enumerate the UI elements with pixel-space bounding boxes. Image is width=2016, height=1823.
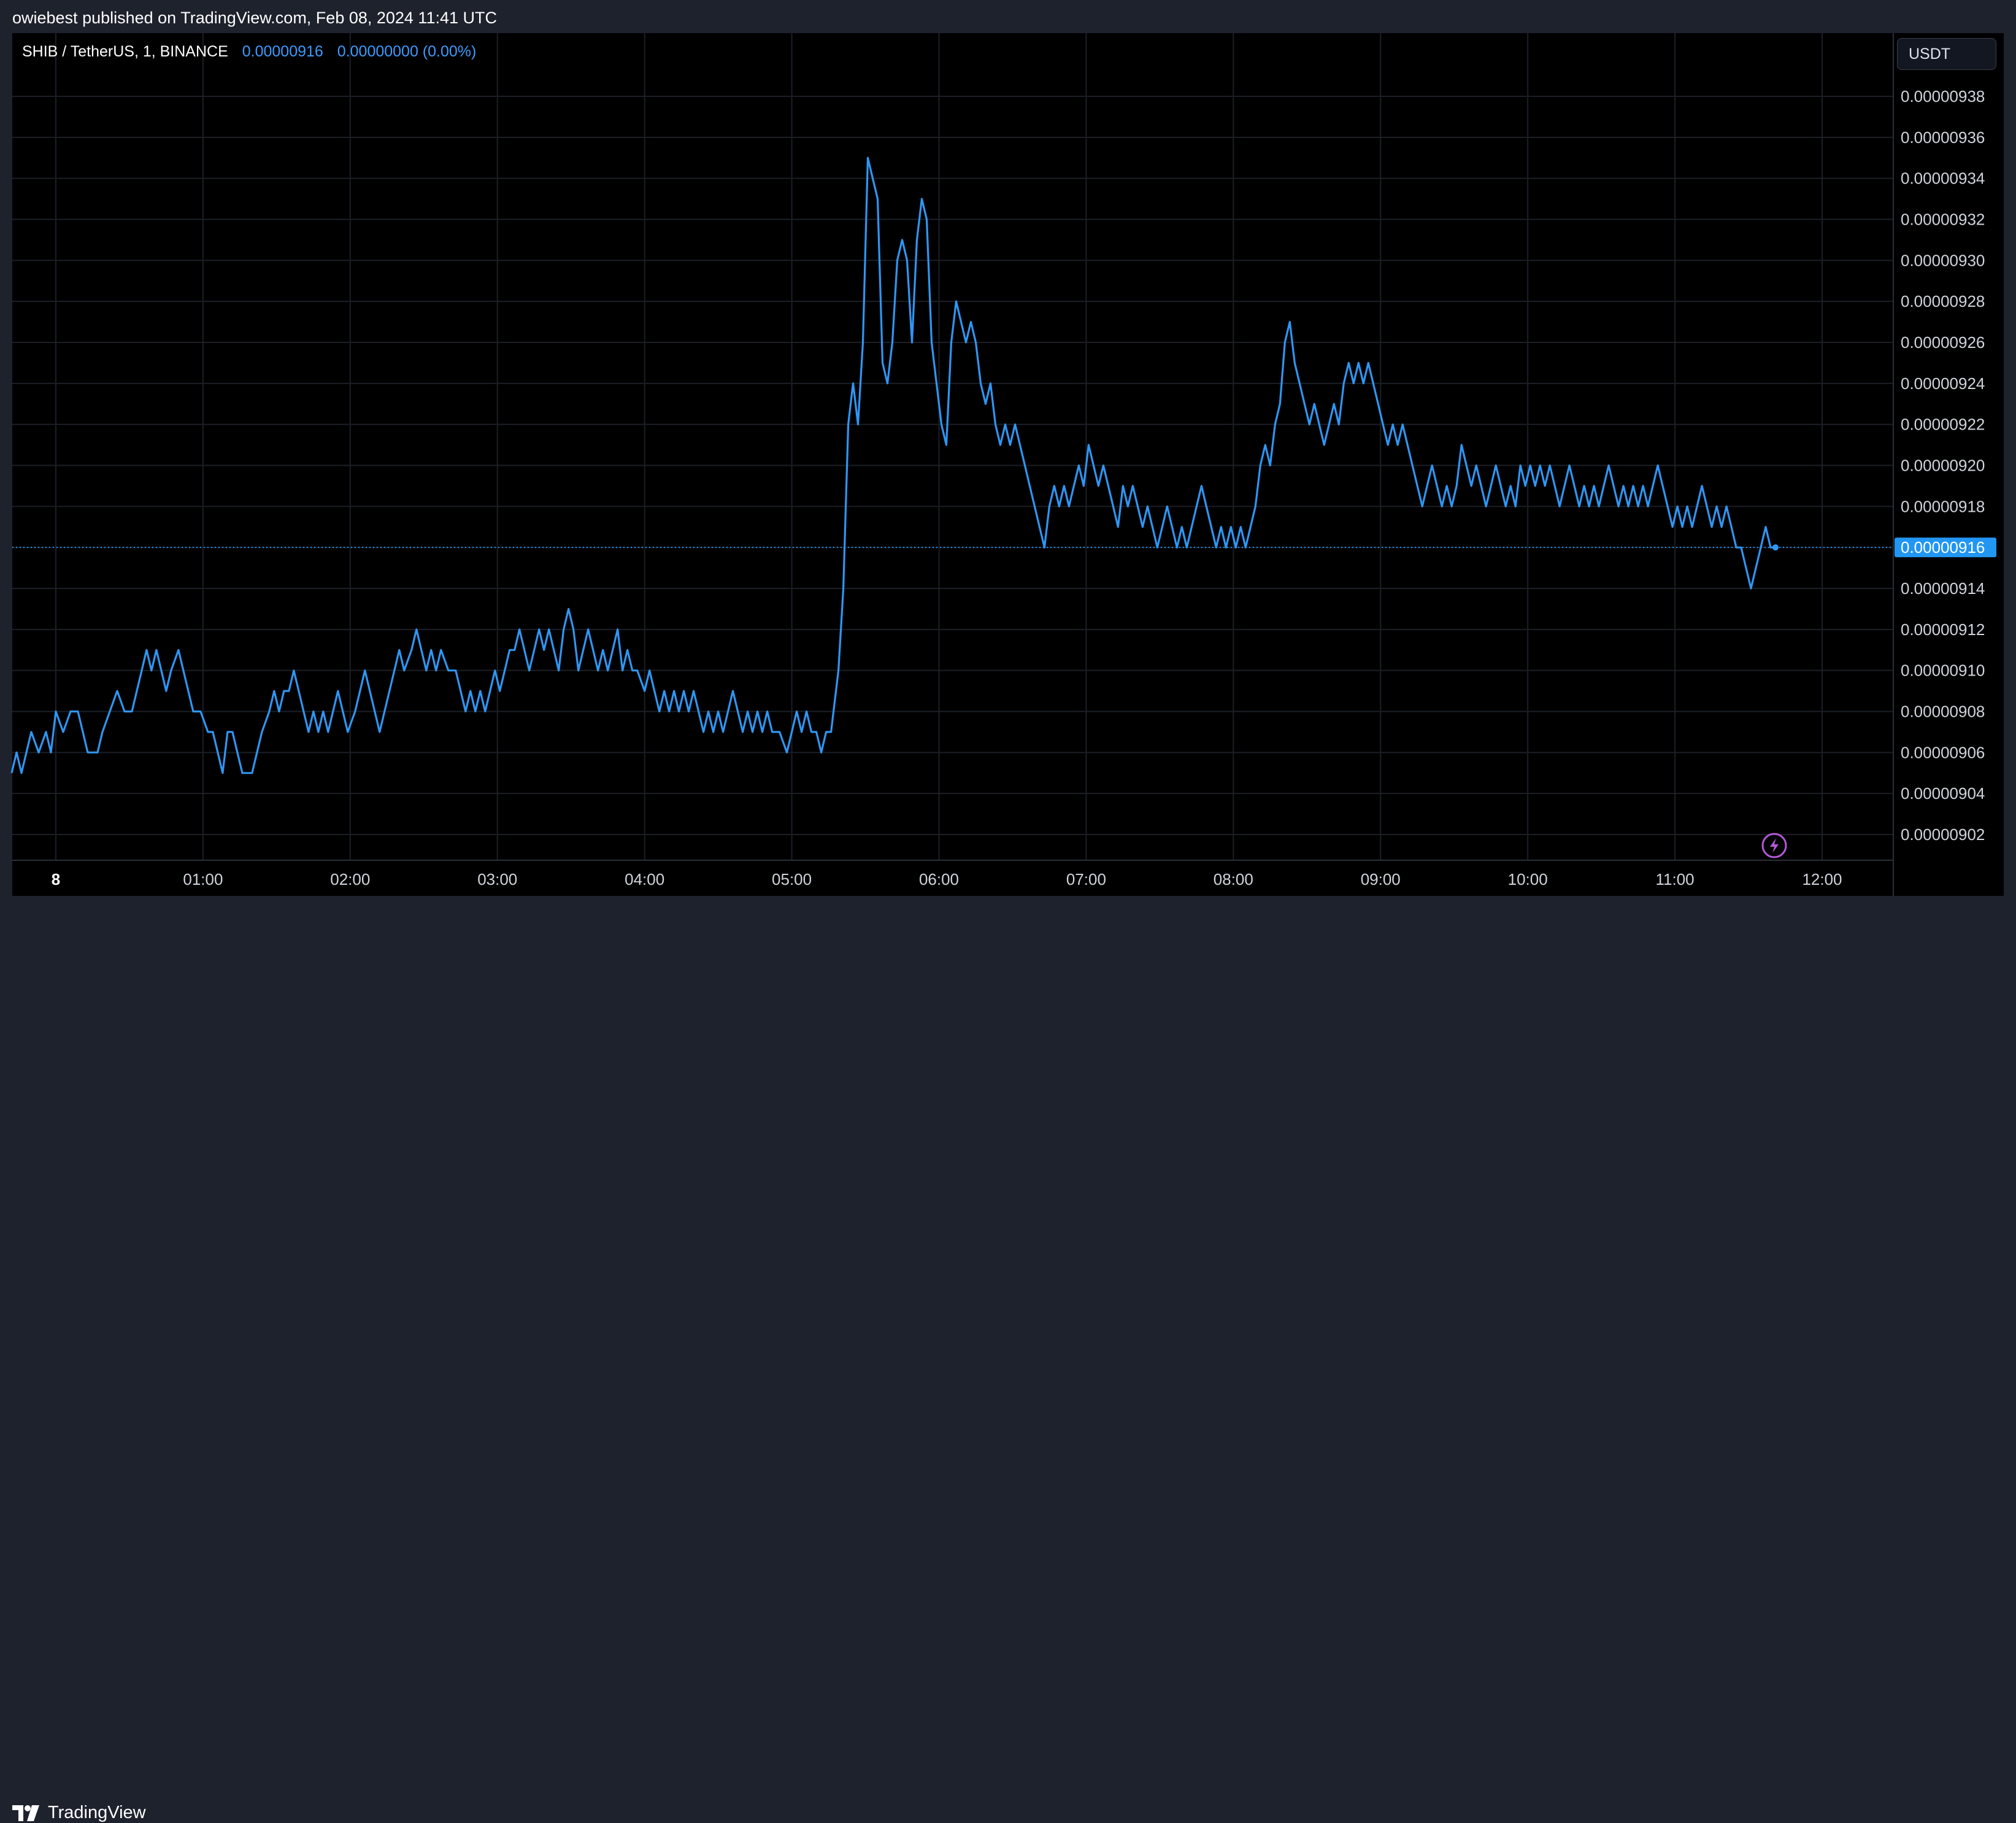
price-axis-label: 0.00000926 xyxy=(1901,333,1985,352)
lightning-icon xyxy=(1761,833,1787,858)
symbol-legend: SHIB / TetherUS, 1, BINANCE 0.00000916 0… xyxy=(22,43,476,61)
last-price-tag xyxy=(1895,538,1996,558)
time-axis-label: 12:00 xyxy=(1802,870,1842,888)
price-axis-label: 0.00000928 xyxy=(1901,292,1985,310)
time-axis-label: 08:00 xyxy=(1214,870,1253,888)
footer-bar: TradingView xyxy=(0,896,2016,1822)
price-axis-label: 0.00000920 xyxy=(1901,457,1985,475)
currency-unit-button[interactable]: USDT xyxy=(1897,38,1996,70)
last-price-dot xyxy=(1772,544,1779,551)
last-price-tag-label: 0.00000916 xyxy=(1901,538,1985,557)
price-axis-label: 0.00000906 xyxy=(1901,743,1985,761)
time-axis-label: 09:00 xyxy=(1361,870,1401,888)
time-axis-label: 10:00 xyxy=(1508,870,1548,888)
published-by-text: owiebest published on TradingView.com, F… xyxy=(12,9,497,27)
time-axis-label: 05:00 xyxy=(772,870,812,888)
legend-symbol[interactable]: SHIB / TetherUS, 1, BINANCE xyxy=(22,43,228,60)
price-axis-label: 0.00000922 xyxy=(1901,415,1985,434)
price-axis-label: 0.00000912 xyxy=(1901,620,1985,639)
price-axis-label: 0.00000910 xyxy=(1901,661,1985,680)
price-axis-label: 0.00000934 xyxy=(1901,169,1985,188)
tradingview-logo-text: TradingView xyxy=(48,1803,146,1822)
time-axis-label: 06:00 xyxy=(919,870,959,888)
time-axis-label: 07:00 xyxy=(1066,870,1106,888)
legend-price: 0.00000916 xyxy=(242,43,323,60)
price-axis-label: 0.00000924 xyxy=(1901,374,1985,393)
price-axis-label: 0.00000914 xyxy=(1901,579,1985,598)
time-axis-label: 8 xyxy=(52,870,60,888)
legend-change: 0.00000000 (0.00%) xyxy=(337,43,477,60)
time-axis-label: 01:00 xyxy=(183,870,223,888)
price-axis-label: 0.00000930 xyxy=(1901,251,1985,269)
time-axis-label: 04:00 xyxy=(625,870,664,888)
price-axis-label: 0.00000932 xyxy=(1901,210,1985,229)
price-axis-label: 0.00000936 xyxy=(1901,128,1985,147)
time-axis-label: 02:00 xyxy=(330,870,370,888)
price-axis-label: 0.00000902 xyxy=(1901,825,1985,844)
tradingview-logo-icon xyxy=(12,1805,39,1821)
price-axis-label: 0.00000904 xyxy=(1901,784,1985,803)
time-axis-label: 11:00 xyxy=(1656,870,1695,888)
price-line xyxy=(10,156,1776,774)
chart-svg[interactable]: 0.00000938 0.00000936 0.00000934 0.00000932… xyxy=(0,0,2016,939)
header-bar: owiebest published on TradingView.com, F… xyxy=(0,0,2016,33)
price-axis-label: 0.00000918 xyxy=(1901,497,1985,515)
lightning-icon-glyph xyxy=(1770,838,1779,853)
price-axis-label: 0.00000938 xyxy=(1901,87,1985,106)
time-axis-label: 03:00 xyxy=(477,870,517,888)
tradingview-logo[interactable]: TradingView xyxy=(12,1803,146,1823)
price-axis-label: 0.00000908 xyxy=(1901,703,1985,721)
